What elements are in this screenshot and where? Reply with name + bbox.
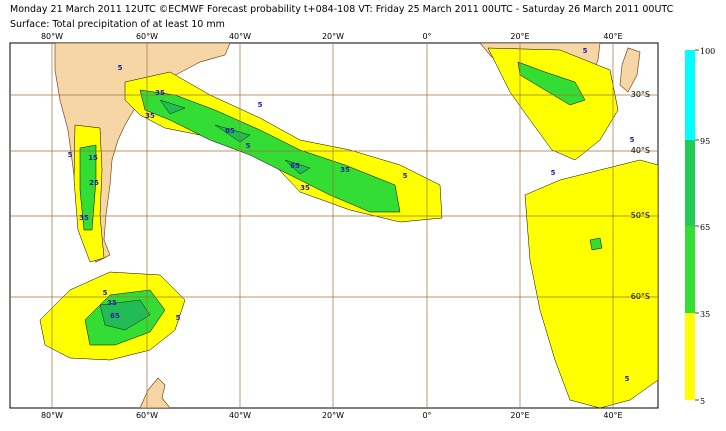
lon-label: 60°W xyxy=(136,32,158,41)
lon-label: 40°E xyxy=(603,411,622,420)
lon-label: 40°W xyxy=(229,32,251,41)
lon-label: 40°W xyxy=(229,411,251,420)
contour-label: 65 xyxy=(290,162,300,170)
contour-label: 35 xyxy=(107,299,117,307)
precip-65 xyxy=(99,99,311,331)
contour-label: 35 xyxy=(340,166,350,174)
contour-label: 65 xyxy=(225,127,235,135)
lon-label: 0° xyxy=(422,411,431,420)
lat-label: 60°S xyxy=(631,292,650,301)
lon-label: 20°W xyxy=(322,32,344,41)
contour-label: 35 xyxy=(79,214,89,222)
contour-label: 5 xyxy=(176,314,181,322)
lat-label: 30°S xyxy=(631,90,650,99)
contour-label: 5 xyxy=(551,169,556,177)
lon-label: 80°W xyxy=(41,32,63,41)
colorbar-label: 100 xyxy=(700,47,715,56)
contour-label: 5 xyxy=(246,142,251,150)
contour-label: 35 xyxy=(155,89,165,97)
contour-label: 5 xyxy=(583,47,588,55)
colorbar-label: 95 xyxy=(700,137,710,146)
lon-label: 40°E xyxy=(603,32,622,41)
subtitle-line: Surface: Total precipitation of at least… xyxy=(10,19,225,30)
title-line: Monday 21 March 2011 12UTC ©ECMWF Foreca… xyxy=(10,4,674,15)
lon-label: 80°W xyxy=(41,411,63,420)
graticule xyxy=(10,43,658,408)
lat-label: 40°S xyxy=(631,146,650,155)
colorbar-segment xyxy=(685,140,695,226)
colorbar-label: 35 xyxy=(700,310,710,319)
contour-label: 35 xyxy=(145,112,155,120)
colorbar-segment xyxy=(685,226,695,313)
contour-label: 5 xyxy=(258,101,263,109)
contour-label: 5 xyxy=(625,375,630,383)
contour-label: 5 xyxy=(118,64,123,72)
contour-label: 5 xyxy=(103,289,108,297)
lon-label: 0° xyxy=(422,32,431,41)
contour-label: 5 xyxy=(630,136,635,144)
lat-label: 50°S xyxy=(631,211,650,220)
contour-label: 5 xyxy=(68,151,73,159)
colorbar-label: 5 xyxy=(700,397,705,406)
contour-label: 25 xyxy=(89,179,99,187)
lon-label: 20°E xyxy=(510,411,529,420)
lon-label: 20°E xyxy=(510,32,529,41)
contour-label: 5 xyxy=(403,172,408,180)
contour-label: 35 xyxy=(300,184,310,192)
contour-label: 15 xyxy=(88,154,98,162)
contour-labels: 5 35 35 5 65 5 35 65 35 5 5 15 25 35 5 35 65 5 5 5 5 5 xyxy=(68,47,635,383)
contour-label: 65 xyxy=(110,312,120,320)
colorbar-segment xyxy=(685,50,695,140)
map-layers: 5 35 35 5 65 5 35 65 35 5 5 15 25 35 5 35 65 5 5 5 5 5 xyxy=(10,43,658,408)
colorbar-label: 65 xyxy=(700,223,710,232)
lon-label: 20°W xyxy=(322,411,344,420)
colorbar-segment xyxy=(685,313,695,400)
lon-label: 60°W xyxy=(136,411,158,420)
